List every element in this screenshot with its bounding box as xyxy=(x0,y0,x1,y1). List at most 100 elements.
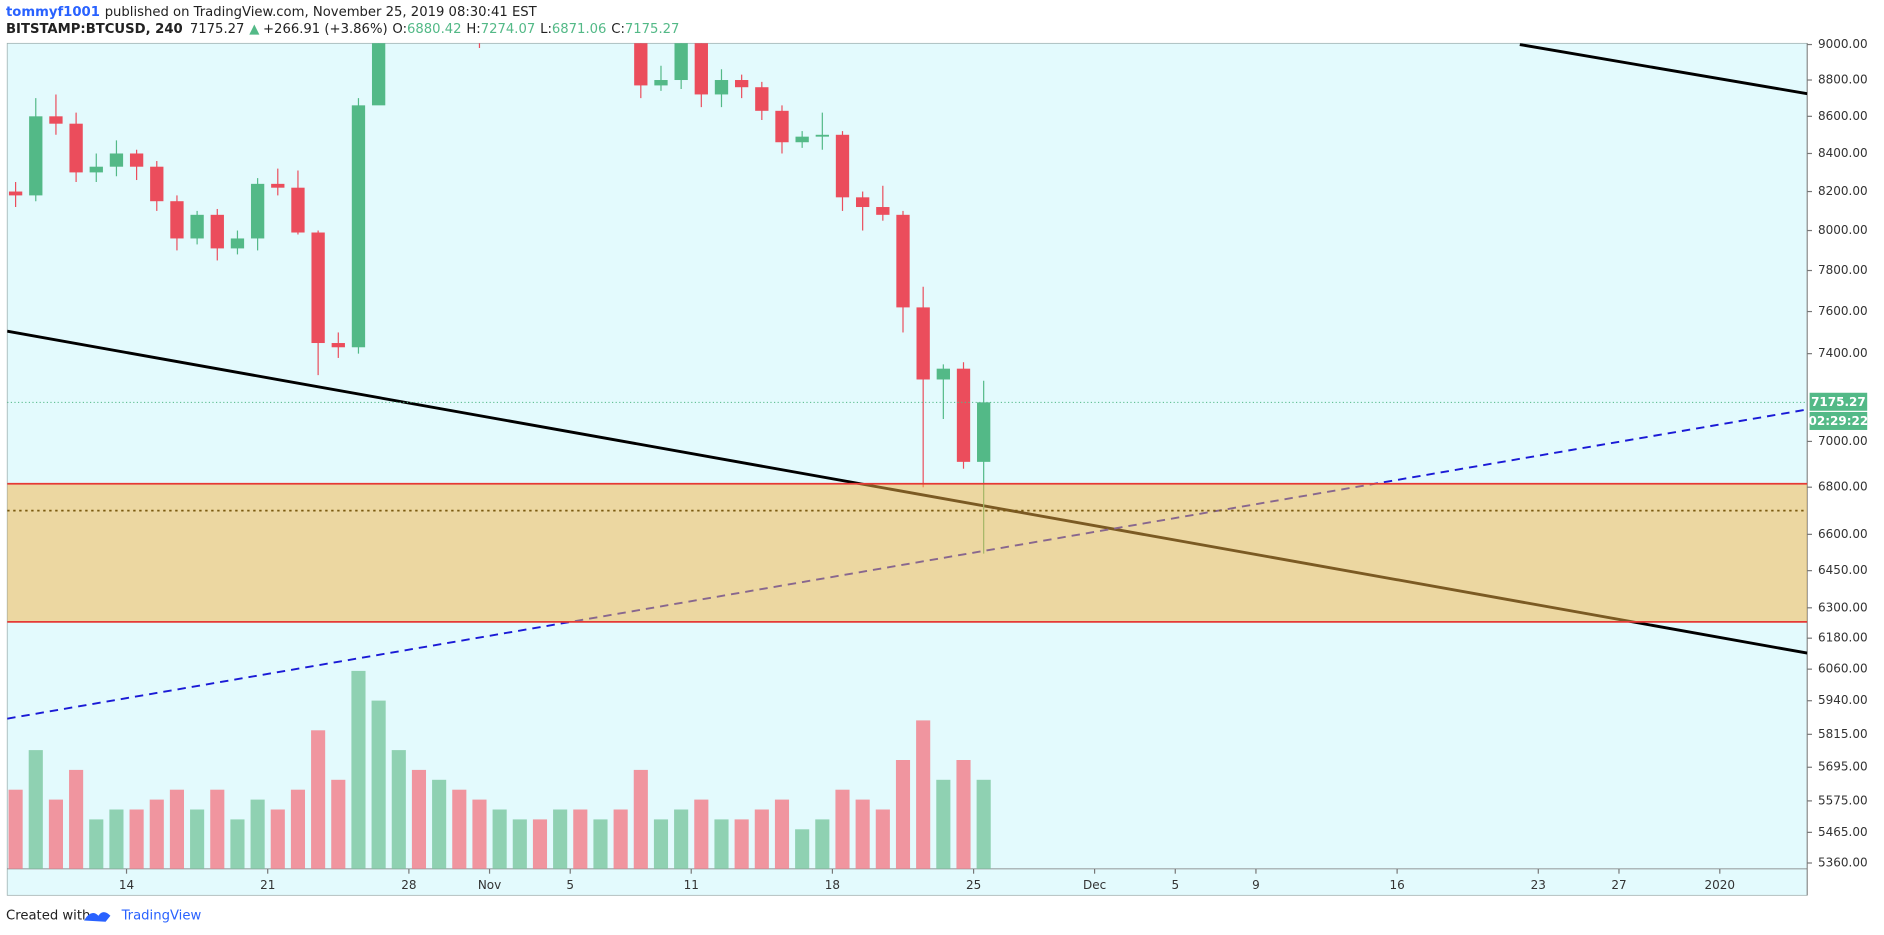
created-with: Created with xyxy=(6,909,90,924)
y-tick-label: 6800.00 xyxy=(1818,480,1868,494)
x-tick-label: Nov xyxy=(478,878,501,892)
candle-body xyxy=(170,201,184,239)
candle-body xyxy=(815,134,829,137)
volume-bar xyxy=(210,789,225,869)
brand[interactable]: TradingView xyxy=(121,909,202,924)
plot xyxy=(7,0,1808,869)
volume-bar xyxy=(835,789,850,869)
volume-bar xyxy=(190,809,205,869)
volume-bar xyxy=(674,809,689,869)
candle-body xyxy=(190,214,204,239)
volume-bar xyxy=(48,799,63,869)
candle-body xyxy=(835,134,850,198)
header-line-1: tommyf1001 published on TradingView.com, … xyxy=(6,5,538,20)
volume-bar xyxy=(694,799,709,869)
countdown-label: 02:29:22 xyxy=(1809,414,1869,428)
candle-body xyxy=(311,232,325,344)
candle-body xyxy=(714,80,729,95)
last: 7175.27 xyxy=(190,22,245,37)
trendline xyxy=(1519,43,1808,96)
volume-bar xyxy=(411,769,427,869)
candle-body xyxy=(513,0,526,1)
author[interactable]: tommyf1001 xyxy=(6,5,100,20)
candle-body xyxy=(291,187,305,233)
x-tick-label: 14 xyxy=(119,878,134,892)
candle-body xyxy=(775,110,789,143)
volume-bar xyxy=(492,809,507,869)
candle-body xyxy=(351,105,366,348)
candle-body xyxy=(129,153,144,167)
volume-bar xyxy=(774,799,790,869)
zone xyxy=(7,483,1808,622)
last-price-box xyxy=(1809,392,1868,411)
y-tick-label: 5940.00 xyxy=(1818,693,1868,707)
candle-body xyxy=(230,238,245,249)
candle-body xyxy=(795,136,809,143)
candle-body xyxy=(109,153,124,167)
candle-body xyxy=(89,166,103,173)
ohlc-label: H: xyxy=(466,22,480,37)
volume-bar xyxy=(391,750,406,869)
candle-body xyxy=(956,368,971,462)
volume-bar xyxy=(714,819,729,869)
x-tick-label: 16 xyxy=(1389,878,1404,892)
candle-body xyxy=(734,80,749,88)
volume-bar xyxy=(633,769,648,869)
candle-body xyxy=(331,343,345,348)
volume-bar xyxy=(795,829,810,869)
y-tick-label: 8400.00 xyxy=(1818,146,1868,160)
candle-body xyxy=(936,368,950,380)
y-tick-label: 5465.00 xyxy=(1818,825,1868,839)
candle-body xyxy=(371,43,386,106)
y-tick-label: 5815.00 xyxy=(1818,727,1868,741)
volume-bar xyxy=(472,799,487,869)
volume-bar xyxy=(270,809,285,869)
plot-background xyxy=(6,42,1808,896)
ohlc-value: 6880.42 xyxy=(407,22,462,37)
change: +266.91 (+3.86%) xyxy=(263,22,388,37)
volume-bar xyxy=(109,809,124,869)
candle-body xyxy=(250,183,265,239)
header-line-2: BITSTAMP:BTCUSD, 240 7175.27 ▲ +266.91 (+3.… xyxy=(6,22,679,37)
volume-bar xyxy=(754,809,769,869)
volume-bar xyxy=(976,779,991,869)
last-price-label: 7175.27 xyxy=(1811,395,1866,409)
candle-body xyxy=(69,123,83,173)
y-tick-label: 9000.00 xyxy=(1818,37,1868,51)
candle-body xyxy=(392,0,405,1)
published: published on TradingView.com, November 2… xyxy=(105,5,538,20)
x-tick-label: 11 xyxy=(684,878,699,892)
volume-bar xyxy=(452,789,467,869)
candle-body xyxy=(674,43,688,81)
x-tick-label: 5 xyxy=(1171,878,1179,892)
x-tick-label: 28 xyxy=(401,878,416,892)
candle-body xyxy=(29,116,43,196)
x-tick-label: Dec xyxy=(1083,878,1106,892)
candle-body xyxy=(150,166,164,202)
y-tick-label: 7000.00 xyxy=(1818,434,1868,448)
axes: 9000.00 8800.00 8600.00 8400.00 8200.00 8000.… xyxy=(119,37,1868,892)
volume-bar xyxy=(28,750,43,869)
volume-bar xyxy=(734,819,749,869)
volume-bar xyxy=(331,779,346,869)
ohlc-value: 7175.27 xyxy=(625,22,680,37)
y-tick-label: 8600.00 xyxy=(1818,109,1868,123)
ohlc-label: O: xyxy=(392,22,407,37)
volume-bar xyxy=(371,700,386,869)
volume-bar xyxy=(573,809,588,869)
volume-bar xyxy=(69,769,84,869)
volume-bar xyxy=(653,819,669,869)
y-tick-label: 6600.00 xyxy=(1818,527,1868,541)
ohlc-value: 7274.07 xyxy=(481,22,536,37)
y-tick-label: 5360.00 xyxy=(1818,855,1868,869)
x-tick-label: 5 xyxy=(566,878,574,892)
candle-body xyxy=(210,214,224,249)
candle-body xyxy=(49,116,63,124)
candle-body xyxy=(856,197,870,208)
volume-bar xyxy=(311,730,326,869)
ohlc-value: 6871.06 xyxy=(552,22,607,37)
x-tick-label: 25 xyxy=(966,878,981,892)
volume-bar xyxy=(916,720,931,869)
candle-body xyxy=(614,0,627,10)
